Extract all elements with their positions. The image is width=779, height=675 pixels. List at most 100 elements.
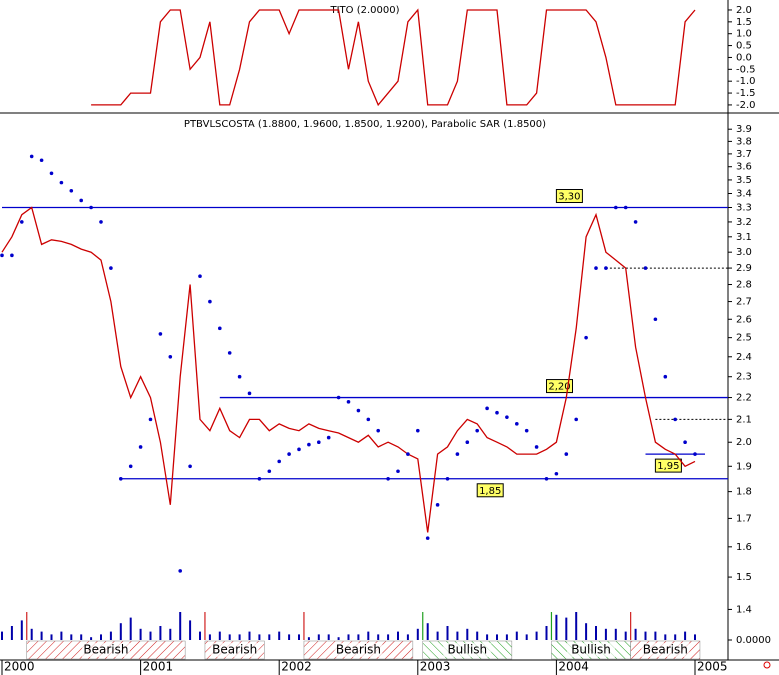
level-label: 1,85: [479, 486, 501, 497]
y-tick-label: 1.5: [736, 572, 752, 583]
y-tick-label: 2.9: [736, 263, 752, 274]
volume-bar: [486, 634, 489, 640]
volume-bar: [545, 626, 548, 640]
sar-dot: [99, 220, 103, 224]
sar-dot: [247, 391, 252, 396]
sar-dot: [307, 442, 311, 447]
volume-bar: [595, 626, 597, 640]
sar-dot: [475, 428, 480, 433]
sar-dot: [119, 476, 123, 481]
volume-bar: [614, 628, 617, 640]
sar-dot: [69, 188, 74, 193]
y-tick-label: 2.0: [736, 437, 752, 448]
sar-dot: [564, 452, 569, 456]
volume-bar: [337, 637, 340, 640]
y-tick-label: 3.5: [736, 175, 752, 186]
y-tick-label: 0.0000: [736, 635, 771, 646]
volume-bar: [644, 631, 647, 640]
volume-bar: [397, 631, 399, 640]
volume-bar: [347, 634, 350, 640]
y-tick-label: 3.2: [736, 217, 752, 228]
volume-bar: [555, 614, 558, 640]
volume-bar: [10, 626, 13, 640]
regime-label: Bullish: [571, 643, 611, 657]
volume-bar: [90, 637, 93, 640]
level-label-box: [546, 379, 573, 394]
y-tick-label: 3.6: [736, 162, 752, 173]
volume-bar: [377, 634, 380, 640]
y-tick-label: 3.3: [736, 203, 752, 214]
volume-bar: [50, 634, 53, 640]
level-label-box: [555, 189, 583, 204]
volume-bar: [208, 634, 211, 640]
level-label: 1,95: [657, 461, 679, 472]
volume-bar: [159, 626, 162, 640]
sar-dot: [29, 154, 34, 159]
y-tick-label: 1.6: [736, 542, 752, 553]
volume-bar: [307, 637, 310, 640]
volume-bar: [416, 628, 419, 640]
volume-bar: [30, 628, 33, 640]
indicator-title: TITO (2.0000): [329, 5, 399, 16]
x-tick-label: 2004: [558, 660, 589, 674]
y-tick-label: 3.9: [736, 124, 752, 135]
x-tick-label: 2001: [143, 660, 174, 674]
x-tick-label: 2003: [420, 660, 451, 674]
volume-bar: [100, 634, 102, 640]
volume-bar: [426, 623, 429, 640]
status-icon: [763, 661, 771, 669]
sar-dot: [366, 417, 371, 422]
sar-dot: [425, 536, 430, 540]
sar-dot: [386, 476, 390, 481]
sar-dot: [683, 440, 687, 445]
volume-bar: [367, 631, 370, 640]
volume-bar: [20, 620, 23, 640]
sar-dot: [0, 253, 4, 258]
volume-bar: [466, 628, 469, 640]
regime-label-bg: [641, 643, 690, 657]
sar-dot: [485, 406, 489, 411]
sar-dot: [465, 440, 470, 445]
volume-bar: [327, 634, 330, 640]
sar-dot: [435, 503, 440, 507]
regime-label: Bearish: [336, 643, 381, 657]
volume-bar: [496, 634, 498, 640]
sar-dot: [168, 354, 173, 359]
sar-dot: [218, 326, 222, 331]
y-tick-label: -0.5: [736, 64, 756, 75]
sar-dot: [128, 464, 133, 469]
volume-bar: [575, 612, 578, 640]
sar-dot: [227, 351, 232, 355]
y-tick-label: 2.4: [736, 352, 752, 363]
y-tick-label: -2.0: [736, 100, 756, 111]
sar-dot: [109, 266, 113, 270]
y-tick-label: 3.4: [736, 189, 752, 200]
volume-bar: [456, 631, 459, 640]
sar-dot: [594, 266, 598, 270]
volume-bar: [654, 631, 657, 640]
volume-bar: [70, 634, 73, 640]
sar-dot: [505, 415, 509, 419]
level-label-box: [654, 458, 682, 473]
sar-dot: [336, 395, 341, 400]
sar-dot: [356, 408, 361, 413]
sar-dot: [79, 198, 83, 203]
sar-dot: [673, 417, 677, 422]
sar-dot: [406, 452, 410, 456]
volume-bar: [60, 631, 63, 640]
sar-dot: [584, 335, 588, 340]
volume-bar: [169, 628, 172, 640]
y-tick-label: 0.0: [736, 52, 752, 63]
y-tick-label: 1.9: [736, 461, 752, 472]
regime-label: Bullish: [447, 643, 487, 657]
volume-bar: [604, 628, 607, 640]
sar-dot: [455, 452, 460, 456]
volume-bar: [515, 631, 518, 640]
volume-bar: [565, 617, 568, 640]
sar-dot: [138, 445, 143, 449]
volume-bar: [664, 634, 667, 640]
volume-bar: [684, 631, 687, 640]
regime-label: Bearish: [83, 643, 128, 657]
sar-dot: [10, 253, 14, 258]
sar-dot: [604, 266, 608, 270]
